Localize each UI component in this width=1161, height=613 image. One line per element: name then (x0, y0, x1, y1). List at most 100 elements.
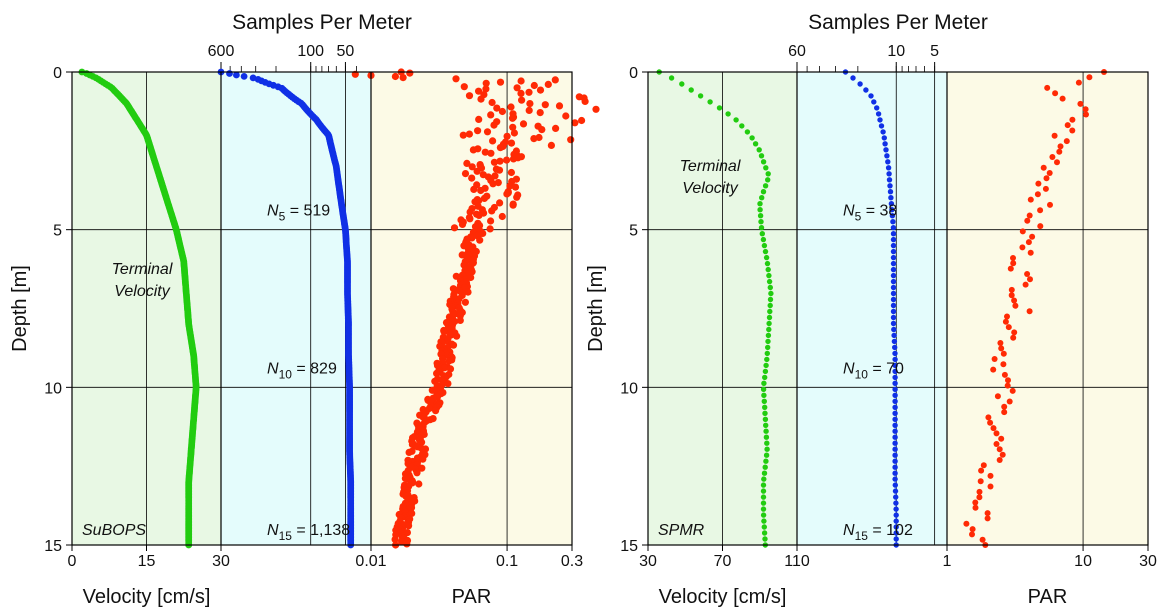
data-point-velocity (763, 452, 770, 458)
data-point-samples (889, 213, 896, 219)
data-point-samples (891, 326, 897, 333)
data-point-par (987, 472, 994, 479)
data-point-par (977, 478, 984, 485)
data-point-par (480, 194, 488, 202)
data-point-velocity (766, 314, 773, 321)
data-point-samples (875, 111, 882, 117)
data-point-par (525, 88, 533, 96)
data-point-velocity (763, 254, 770, 261)
data-point-par (963, 520, 970, 527)
data-point-par (1010, 260, 1017, 267)
chart-title: Samples Per Meter (808, 11, 988, 34)
data-point-velocity (765, 171, 771, 177)
velocity-tick-label: 15 (138, 553, 156, 570)
data-point-par (1022, 281, 1029, 288)
data-point-samples (890, 236, 897, 243)
data-point-par (468, 163, 476, 171)
data-point-par (541, 101, 549, 109)
data-point-par (466, 208, 474, 216)
data-point-par (464, 288, 472, 296)
data-point-samples (889, 207, 895, 213)
data-point-samples (890, 308, 897, 315)
y-tick-label: 10 (44, 380, 62, 397)
data-point-par (495, 166, 504, 174)
data-point-par (517, 89, 525, 97)
data-point-par (413, 469, 421, 477)
data-point-par (519, 120, 528, 128)
data-point-samples (888, 201, 895, 207)
data-point-par (1046, 170, 1053, 176)
data-point-samples (850, 75, 856, 81)
data-point-par (1005, 377, 1011, 384)
data-point-par (487, 217, 495, 225)
sample-count-label: N15 = 1,138 (267, 522, 350, 543)
x-axis-label-velocity: Velocity [cm/s] (659, 586, 787, 608)
data-point-par (461, 170, 470, 178)
data-point-velocity (759, 231, 765, 237)
data-point-par (513, 84, 521, 92)
data-point-velocity (761, 524, 767, 530)
data-point-samples (890, 266, 897, 273)
sample-count-subscript: 5 (279, 210, 286, 224)
data-point-samples (874, 105, 880, 111)
sample-count-value: = 1,138 (292, 522, 350, 539)
data-point-samples (892, 416, 898, 422)
samples-tick-label: 600 (208, 43, 235, 60)
data-point-par (987, 483, 994, 490)
data-point-samples (890, 248, 897, 255)
data-point-velocity (763, 422, 769, 428)
data-point-samples (890, 290, 897, 297)
data-point-samples (892, 470, 898, 476)
data-point-samples (892, 410, 898, 416)
data-point-par (984, 510, 991, 517)
data-point-par (1037, 223, 1044, 230)
data-point-velocity (763, 428, 769, 434)
plot-frame (71, 71, 573, 546)
data-point-par (408, 509, 416, 517)
data-point-par (503, 156, 511, 164)
data-point-velocity (761, 398, 767, 404)
data-point-par (488, 207, 496, 215)
data-point-par (503, 132, 511, 140)
data-point-par (391, 72, 399, 81)
data-point-samples (892, 350, 898, 357)
data-point-velocity (765, 266, 771, 273)
data-point-samples (892, 356, 898, 363)
data-point-par (544, 80, 552, 88)
data-point-samples (878, 123, 885, 129)
sample-count-label: N10 = 70 (843, 360, 904, 381)
terminal-velocity-label: Terminal (112, 261, 173, 278)
x-axis-label-velocity: Velocity [cm/s] (83, 586, 211, 608)
data-point-par (470, 185, 478, 193)
data-point-par (498, 107, 506, 116)
data-point-par (507, 168, 515, 177)
par-tick-label: 0.01 (355, 553, 386, 570)
data-point-samples (886, 171, 892, 177)
data-point-par (1001, 409, 1008, 416)
data-point-velocity (758, 225, 765, 231)
data-point-par (526, 100, 534, 108)
data-point-par (1004, 382, 1011, 389)
sample-count-symbol: N (843, 203, 855, 220)
y-axis-label: Depth [m] (585, 265, 607, 352)
data-point-samples (892, 362, 898, 369)
data-point-par (446, 365, 455, 373)
data-point-velocity (765, 338, 771, 345)
data-point-par (1008, 286, 1015, 293)
data-point-velocity (762, 248, 769, 255)
data-point-par (461, 298, 469, 306)
data-point-par (985, 414, 992, 421)
data-point-par (477, 95, 485, 103)
data-point-par (445, 357, 453, 365)
data-point-par (476, 236, 484, 244)
data-point-velocity (763, 362, 769, 369)
sample-count-subscript: 10 (855, 367, 869, 381)
data-point-velocity (761, 470, 768, 476)
data-point-par (483, 128, 492, 136)
data-point-samples (892, 404, 898, 410)
y-tick-label: 15 (44, 538, 62, 555)
data-point-velocity (767, 296, 774, 303)
data-point-velocity (761, 380, 767, 386)
data-point-par (1064, 122, 1071, 129)
